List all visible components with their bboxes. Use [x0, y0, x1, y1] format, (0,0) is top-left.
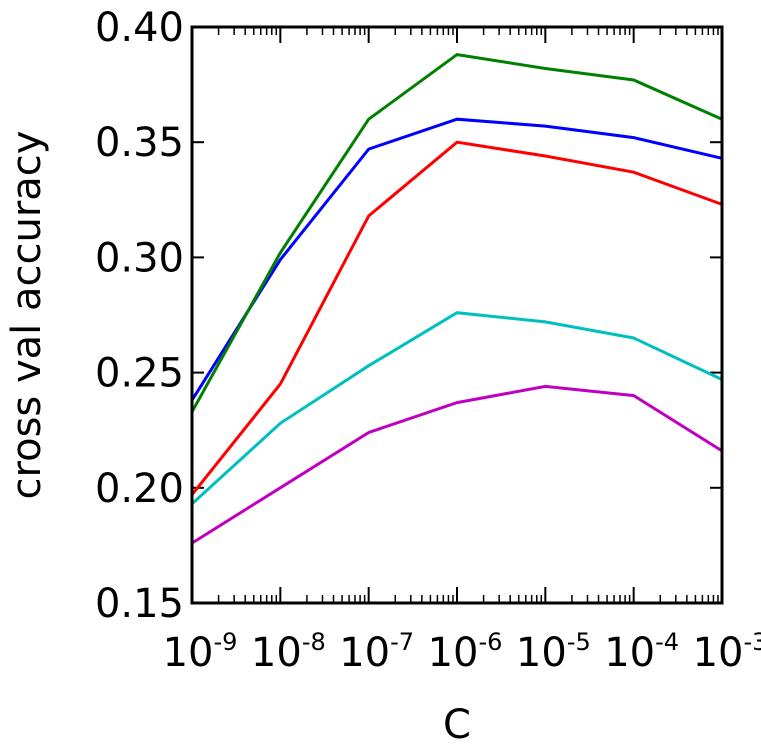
y-tick-label: 0.25 [95, 351, 184, 397]
x-tick-label: 10-4 [604, 628, 679, 676]
x-tick-label: 10-5 [516, 628, 591, 676]
x-tick-label: 10-8 [251, 628, 326, 676]
series-line-1 [190, 53, 723, 413]
x-tick-labels: 10-9 10-8 10-7 10-6 10-5 10-4 10-3 [163, 628, 761, 676]
x-axis-label: C [443, 702, 471, 747]
y-tick-label: 0.35 [95, 120, 184, 166]
x-tick-label: 10-7 [339, 628, 414, 676]
x-tick-label: 10-9 [163, 628, 238, 676]
series-line-2 [190, 140, 723, 496]
y-tick-labels: 0.15 0.20 0.25 0.30 0.35 0.40 [95, 5, 184, 627]
series-lines [190, 53, 723, 545]
plot-frame [190, 25, 724, 605]
series-line-4 [191, 384, 723, 545]
x-tick-label: 10-3 [693, 628, 761, 676]
y-axis-label: cross val accuracy [4, 131, 50, 500]
y-tick-label: 0.40 [95, 5, 184, 51]
y-tick-label: 0.15 [95, 581, 184, 627]
x-tick-label: 10-6 [428, 628, 503, 676]
y-tick-label: 0.30 [95, 235, 184, 281]
series-line-0 [190, 117, 723, 401]
series-line-3 [190, 311, 723, 506]
axis-ticks [191, 26, 723, 604]
y-tick-label: 0.20 [95, 466, 184, 512]
